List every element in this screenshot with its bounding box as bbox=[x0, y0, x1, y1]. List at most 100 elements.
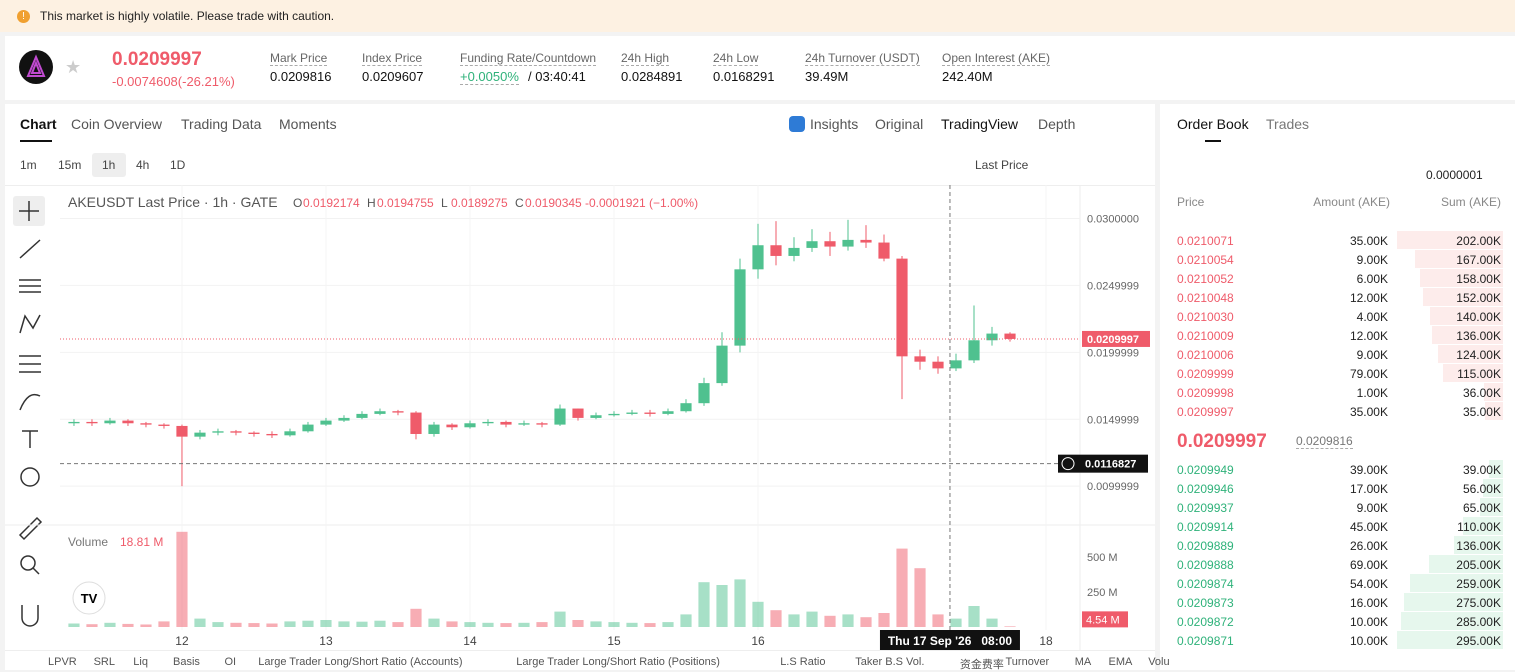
indicator[interactable]: L.S Ratio bbox=[780, 656, 826, 668]
tick-size[interactable]: 0.0000001 bbox=[1426, 168, 1483, 182]
book-price: 0.0209888 bbox=[1177, 558, 1234, 572]
indicator[interactable]: EMA bbox=[1108, 656, 1133, 668]
indicator[interactable]: 资金费率 bbox=[959, 659, 1004, 671]
indicator[interactable]: Turnover bbox=[1005, 656, 1050, 668]
tab[interactable]: Coin Overview bbox=[71, 116, 163, 132]
volume-bar bbox=[446, 621, 458, 627]
book-sum: 259.00K bbox=[1456, 577, 1501, 591]
volume-bar bbox=[230, 622, 242, 627]
book-sum: 136.00K bbox=[1456, 539, 1501, 553]
indicator[interactable]: Basis bbox=[173, 656, 200, 668]
indicator[interactable]: Liq bbox=[133, 656, 148, 668]
candle-body bbox=[230, 431, 242, 433]
book-tab[interactable]: Order Book bbox=[1177, 116, 1249, 132]
indicator[interactable]: Volu bbox=[1148, 656, 1170, 668]
path bbox=[21, 605, 39, 627]
crosshair-plus bbox=[1061, 457, 1075, 471]
candle-body bbox=[176, 425, 188, 437]
candle-body bbox=[590, 415, 602, 418]
last-price-tag bbox=[1082, 330, 1150, 347]
indicator[interactable]: SRL bbox=[93, 656, 115, 668]
indicator[interactable]: Large Trader Long/Short Ratio (Accounts) bbox=[258, 656, 463, 668]
legend-value: 0.0192174 bbox=[303, 196, 360, 210]
candle-body bbox=[932, 361, 944, 369]
view-tab[interactable]: Insights bbox=[810, 116, 859, 132]
volume-bar bbox=[338, 621, 350, 627]
indicator[interactable]: MA bbox=[1074, 656, 1092, 668]
book-price: 0.0209889 bbox=[1177, 539, 1234, 553]
view-tab[interactable]: Original bbox=[875, 116, 924, 132]
indicator[interactable]: LPVR bbox=[48, 656, 77, 668]
book-amount: 10.00K bbox=[1349, 615, 1388, 629]
volume-bar bbox=[968, 606, 980, 627]
depth-bar bbox=[1415, 250, 1503, 268]
book-price: 0.0209873 bbox=[1177, 596, 1234, 610]
book-amount: 69.00K bbox=[1349, 558, 1388, 572]
volume-bar bbox=[428, 618, 440, 627]
candle-body bbox=[248, 432, 260, 434]
tab[interactable]: Chart bbox=[20, 116, 57, 132]
interval[interactable]: 4h bbox=[136, 158, 150, 172]
book-sum: 136.00K bbox=[1456, 329, 1501, 343]
volume-bar bbox=[716, 585, 728, 627]
interval[interactable]: 15m bbox=[58, 158, 82, 172]
book-sum: 115.00K bbox=[1457, 367, 1501, 381]
book-sum: 158.00K bbox=[1456, 272, 1501, 286]
indicator[interactable]: Large Trader Long/Short Ratio (Positions… bbox=[516, 656, 720, 668]
candle-body bbox=[284, 431, 296, 436]
candle-body bbox=[500, 421, 512, 425]
book-amount: 54.00K bbox=[1349, 577, 1388, 591]
volume-bar bbox=[212, 622, 224, 627]
indicator[interactable]: OI bbox=[224, 656, 237, 668]
price-type[interactable]: Last Price bbox=[975, 158, 1029, 172]
book-sum: 35.00K bbox=[1462, 405, 1501, 419]
book-amount: 16.00K bbox=[1349, 596, 1388, 610]
circle bbox=[20, 555, 36, 571]
volume-bar bbox=[194, 618, 206, 627]
interval[interactable]: 1h bbox=[102, 158, 116, 172]
tv-logo-text: TV bbox=[81, 591, 98, 606]
depth-bar bbox=[1429, 555, 1503, 573]
book-price: 0.0209872 bbox=[1177, 615, 1234, 629]
path bbox=[19, 279, 41, 293]
stat-label: Open Interest (AKE) bbox=[942, 51, 1051, 66]
indicator[interactable]: Taker B.S Vol. bbox=[855, 656, 925, 668]
volume-bar bbox=[698, 582, 710, 627]
divider bbox=[5, 185, 1155, 186]
interval[interactable]: 1m bbox=[20, 158, 37, 172]
legend-value: 0.0190345 bbox=[525, 196, 582, 210]
volume-bar bbox=[806, 611, 818, 627]
view-tab[interactable]: Depth bbox=[1038, 116, 1076, 132]
book-price: 0.0209949 bbox=[1177, 463, 1234, 477]
candle-body bbox=[680, 403, 692, 412]
candle-body bbox=[698, 383, 710, 404]
favorite[interactable]: ★ bbox=[65, 57, 82, 77]
book-header: Amount (AKE) bbox=[1313, 195, 1390, 209]
book-amount: 17.00K bbox=[1349, 482, 1388, 496]
volume-bar bbox=[464, 622, 476, 627]
candle-body bbox=[122, 420, 134, 424]
interval[interactable]: 1D bbox=[170, 158, 186, 172]
depth-bar bbox=[1454, 536, 1503, 554]
candle-body bbox=[518, 423, 530, 425]
volume-bar bbox=[356, 621, 368, 627]
volume-bar bbox=[914, 568, 926, 627]
book-tab[interactable]: Trades bbox=[1266, 116, 1310, 132]
volume-bar bbox=[176, 531, 188, 627]
book-price: 0.0210052 bbox=[1177, 272, 1234, 286]
volume-bar bbox=[374, 620, 386, 627]
volume-bar bbox=[158, 621, 170, 627]
volume-bar bbox=[986, 618, 998, 627]
chart: TV 0.0099999 0.0149999 0.0199999 0.0249999 0… bbox=[5, 185, 1155, 650]
candle-body bbox=[572, 408, 584, 418]
tab[interactable]: Trading Data bbox=[181, 116, 262, 132]
book-tab-underline bbox=[1205, 140, 1221, 142]
volume-bar bbox=[140, 624, 152, 627]
tab[interactable]: Moments bbox=[279, 116, 337, 132]
drawing-tools bbox=[18, 201, 43, 627]
candle-body bbox=[212, 431, 224, 433]
candle-body bbox=[1004, 333, 1016, 339]
book-amount: 10.00K bbox=[1349, 634, 1388, 648]
view-tab[interactable]: TradingView bbox=[941, 116, 1019, 132]
stat-label: Funding Rate/Countdown bbox=[460, 51, 597, 66]
